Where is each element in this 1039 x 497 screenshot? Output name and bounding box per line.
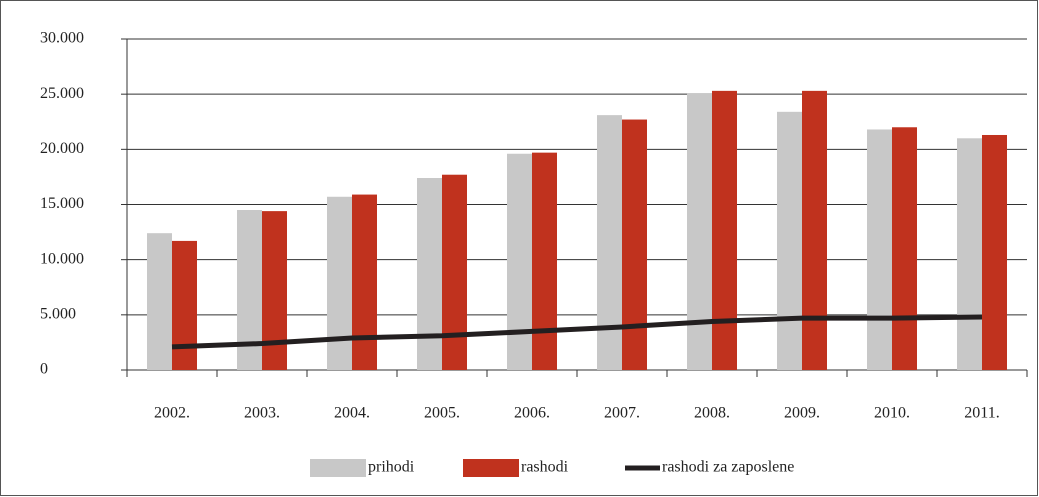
y-tick-label: 5.000 xyxy=(40,306,76,323)
legend-label: prihodi xyxy=(368,459,415,476)
bar xyxy=(442,174,467,370)
bar xyxy=(777,111,802,370)
bar xyxy=(262,211,287,370)
bar xyxy=(687,93,712,371)
legend-swatch xyxy=(463,459,519,477)
y-tick-label: 25.000 xyxy=(40,85,84,102)
bar xyxy=(172,240,197,370)
bar xyxy=(147,233,172,370)
bar xyxy=(417,178,442,370)
bar xyxy=(597,115,622,370)
bar xyxy=(867,129,892,370)
bar xyxy=(892,127,917,371)
legend-label: rashodi za zaposlene xyxy=(662,459,794,476)
bar xyxy=(622,119,647,370)
x-tick-label: 2007. xyxy=(604,405,640,422)
x-tick-label: 2009. xyxy=(784,405,820,422)
x-tick-label: 2008. xyxy=(694,405,730,422)
bar xyxy=(532,152,557,370)
x-tick-label: 2003. xyxy=(244,405,280,422)
x-tick-label: 2005. xyxy=(424,405,460,422)
line xyxy=(171,314,983,350)
x-tick-label: 2004. xyxy=(334,405,370,422)
bar xyxy=(507,153,532,370)
y-tick-label: 20.000 xyxy=(40,140,84,157)
bar xyxy=(802,90,827,371)
y-tick-label: 15.000 xyxy=(40,195,84,212)
x-tick-label: 2011. xyxy=(964,405,999,422)
y-tick-label: 10.000 xyxy=(40,250,84,267)
y-tick-label: 30.000 xyxy=(40,30,84,47)
x-tick-label: 2002. xyxy=(154,405,190,422)
bar xyxy=(712,90,737,371)
bar xyxy=(957,138,982,370)
bar xyxy=(327,196,352,370)
x-tick-label: 2006. xyxy=(514,405,550,422)
bar xyxy=(352,194,377,370)
bar xyxy=(982,134,1007,370)
legend-label: rashodi xyxy=(521,459,569,476)
y-tick-label: 0 xyxy=(40,361,48,378)
x-tick-label: 2010. xyxy=(874,405,910,422)
legend-swatch xyxy=(310,459,366,477)
